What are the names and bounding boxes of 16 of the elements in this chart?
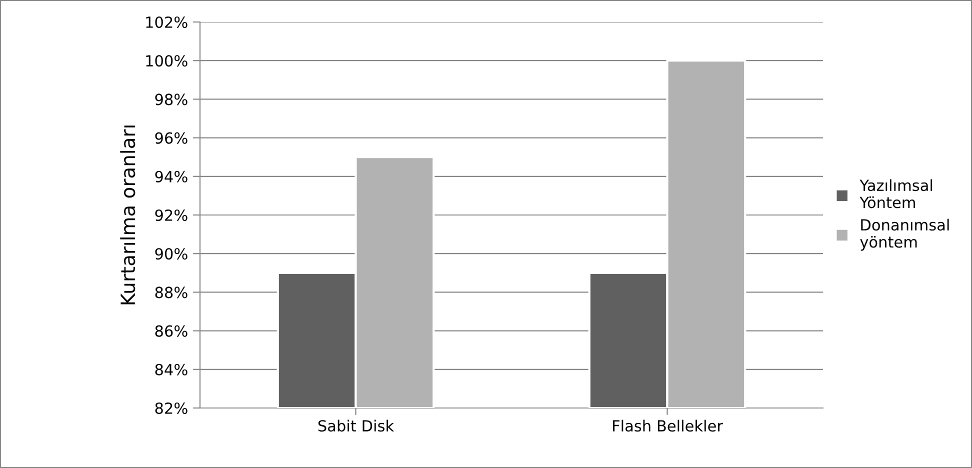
y-axis-title: Kurtarılma oranları (120, 126, 136, 304)
y-tick-label: 98% (155, 94, 188, 106)
x-tick-label: Sabit Disk (318, 420, 394, 432)
y-tick-label: 100% (146, 55, 188, 67)
x-tick-label: Flash Bellekler (613, 420, 723, 432)
y-tick-label: 102% (146, 16, 188, 28)
y-tick-label: 94% (155, 170, 188, 182)
legend-label: Yazılımsal Yöntem (860, 179, 932, 208)
y-tick-label: 90% (155, 248, 188, 260)
y-tick-label: 86% (155, 325, 188, 337)
y-tick-label: 92% (155, 209, 188, 222)
y-tick-label: 88% (155, 286, 188, 298)
y-tick-label: 82% (155, 402, 188, 414)
y-tick-label: 84% (155, 364, 188, 376)
y-tick-label: 96% (155, 132, 188, 144)
legend-label: Donanımsal yöntem (860, 218, 949, 251)
